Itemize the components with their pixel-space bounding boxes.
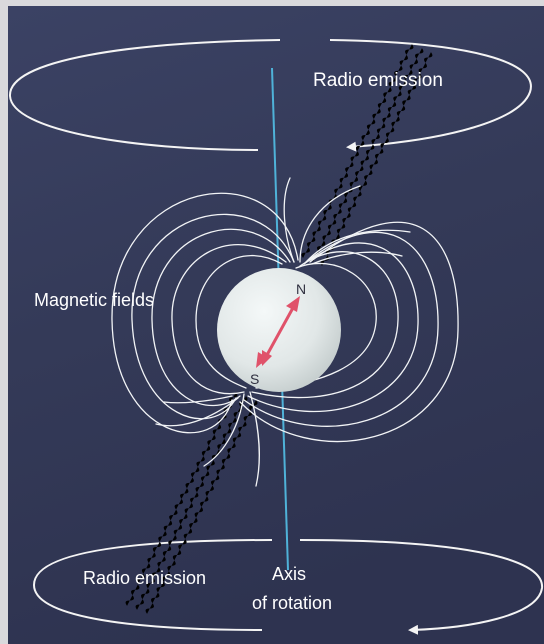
axis-label-line2: of rotation (252, 593, 332, 613)
north-pole-label: N (296, 281, 306, 297)
magnetic-axis-arrow (256, 296, 300, 368)
radio-emission-label-top: Radio emission (313, 70, 443, 91)
south-pole-label: S (250, 371, 259, 387)
radio-emission-label-bottom: Radio emission (83, 568, 206, 588)
magnetic-fields-label: Magnetic fields (34, 290, 154, 310)
top-emission-orbit (8, 39, 532, 152)
bottom-emission-orbit (32, 539, 544, 635)
axis-label-line1: Axis (272, 564, 306, 584)
neutron-star (217, 268, 341, 392)
magnetic-field-lines (111, 177, 459, 487)
